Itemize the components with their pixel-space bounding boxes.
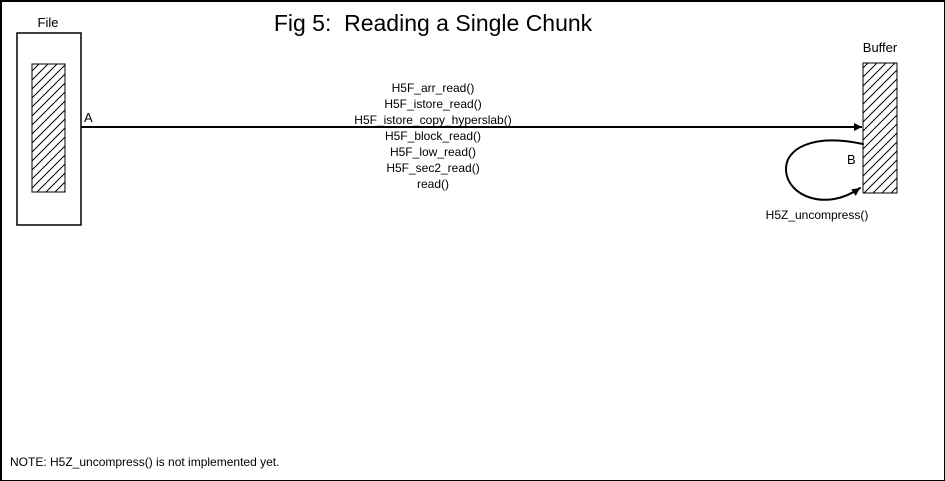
call-read: read() xyxy=(416,177,449,191)
call-h5f-sec2-read: H5F_sec2_read() xyxy=(386,161,480,175)
call-h5f-block-read: H5F_block_read() xyxy=(384,129,482,143)
file-chunk-hatched-rect xyxy=(31,63,66,193)
footnote: NOTE: H5Z_uncompress() is not implemente… xyxy=(10,455,280,469)
arrow-a-endpoint-label: A xyxy=(84,110,93,125)
read-call-stack: H5F_arr_read() H5F_istore_read() H5F_ist… xyxy=(354,80,511,192)
arrow-b-endpoint-label: B xyxy=(847,152,856,167)
figure-title: Fig 5: Reading a Single Chunk xyxy=(273,10,593,36)
buffer-box-label: Buffer xyxy=(862,40,898,55)
call-h5f-arr-read: H5F_arr_read() xyxy=(391,81,475,95)
file-box-label: File xyxy=(37,15,59,30)
call-h5f-istore-read: H5F_istore_read() xyxy=(384,97,482,111)
uncompress-call-label: H5Z_uncompress() xyxy=(765,208,869,222)
call-h5f-istore-copy-hyperslab: H5F_istore_copy_hyperslab() xyxy=(354,113,512,127)
call-h5f-low-read: H5F_low_read() xyxy=(389,145,477,159)
buffer-hatched-rect xyxy=(862,62,898,194)
uncompress-loop-arrow-b xyxy=(784,139,864,201)
